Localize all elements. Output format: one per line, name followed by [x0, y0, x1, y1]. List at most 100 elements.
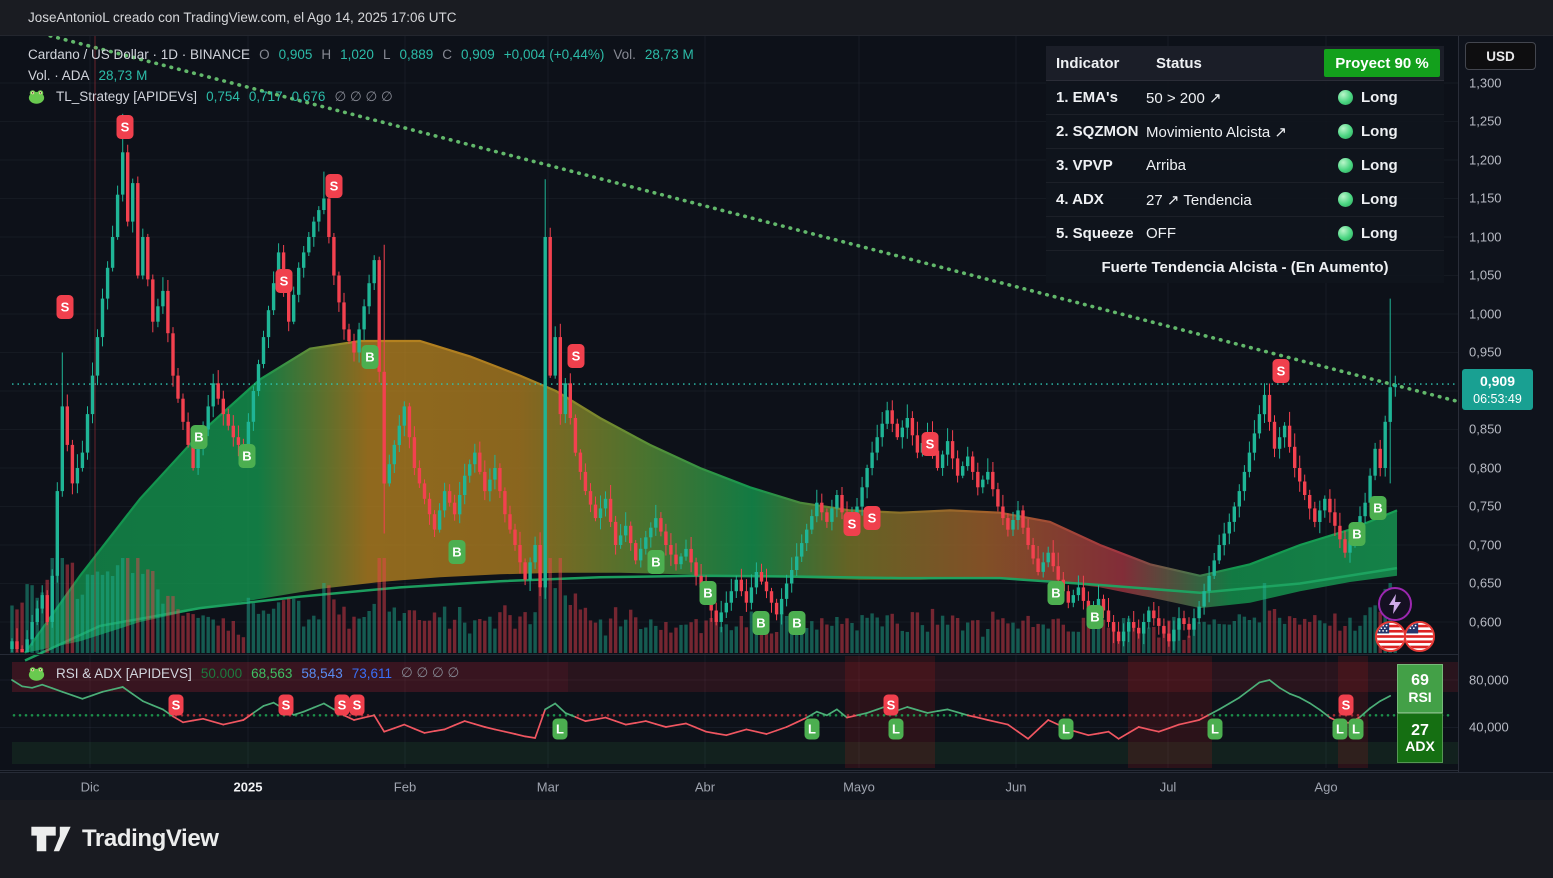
lightning-icon[interactable]: [1378, 587, 1412, 621]
legend-token: O: [259, 47, 270, 62]
indicator-signal: Long: [1324, 191, 1444, 208]
svg-text:B: B: [1051, 586, 1060, 601]
frog-icon: [28, 90, 45, 104]
signal-badge-S: S: [883, 694, 899, 716]
signal-badge-S: S: [278, 694, 294, 716]
signal-badge-B: B: [699, 581, 717, 605]
svg-text:L: L: [556, 722, 564, 737]
svg-text:B: B: [365, 350, 374, 365]
tl-strategy-legend-row: TL_Strategy [APIDEVs] 0,754 0,717 0,676 ∅ ∅ …: [28, 86, 694, 107]
price-tick: 1,000: [1469, 306, 1502, 322]
signal-light-icon: [1338, 124, 1353, 139]
indicator-row: 1. EMA's 50 > 200 ↗ Long: [1046, 81, 1444, 115]
legend-token: 1,020: [340, 47, 374, 62]
legend-token: 0,909: [461, 47, 495, 62]
indicator-signal: Long: [1324, 157, 1444, 174]
signal-badge-B: B: [752, 611, 770, 635]
time-tick: Abr: [694, 779, 716, 795]
svg-text:S: S: [572, 349, 581, 364]
signal-badge-B: B: [238, 444, 256, 468]
proyect-90-button[interactable]: Proyect 90 %: [1324, 49, 1440, 77]
svg-text:S: S: [926, 437, 935, 452]
indicator-row: 5. Squeeze OFF Long: [1046, 217, 1444, 251]
svg-text:S: S: [868, 511, 877, 526]
signal-badge-B: B: [361, 345, 379, 369]
svg-text:L: L: [1352, 722, 1360, 737]
time-axis[interactable]: Dic 2025 Feb Mar Abr Mayo Jun Jul Ago: [0, 772, 1553, 801]
price-tick: 80,000: [1469, 672, 1509, 688]
signal-badge-S: S: [116, 115, 134, 139]
price-tick: 1,300: [1469, 75, 1502, 91]
svg-text:B: B: [703, 586, 712, 601]
us-flag-icon[interactable]: [1375, 621, 1406, 652]
legend-token: Vol. · ADA: [28, 68, 90, 83]
indicator-status: 27 ↗ Tendencia: [1146, 191, 1252, 209]
svg-text:S: S: [282, 698, 291, 713]
legend-token: Cardano / US Dollar · 1D · BINANCE: [28, 47, 251, 62]
svg-text:B: B: [792, 616, 801, 631]
signal-badge-B: B: [647, 550, 665, 574]
signal-badge-L: L: [1348, 718, 1364, 740]
svg-text:B: B: [242, 449, 251, 464]
time-tick: Mar: [536, 779, 560, 795]
price-tick: 1,250: [1469, 113, 1502, 129]
time-tick: Ago: [1314, 779, 1338, 795]
svg-text:S: S: [887, 698, 896, 713]
legend-token: RSI & ADX [APIDEVS]: [56, 665, 192, 681]
legend-token: 0,889: [399, 47, 434, 62]
signal-badge-B: B: [788, 611, 806, 635]
lightning-glyph: [1389, 594, 1401, 614]
legend-token: TL_Strategy [APIDEVs]: [56, 89, 198, 104]
legend-token: 50.000: [200, 665, 243, 681]
trend-summary-text: Fuerte Tendencia Alcista - (En Aumento): [1101, 258, 1389, 276]
rsi-value-badge: 69 RSI: [1397, 664, 1443, 713]
indicator-status: Arriba: [1146, 157, 1187, 174]
time-tick: Feb: [393, 779, 417, 795]
signal-badge-S: S: [567, 344, 585, 368]
adx-value-badge: 27 ADX: [1397, 713, 1443, 763]
signal-badge-L: L: [888, 718, 904, 740]
indicator-status: Movimiento Alcista ↗: [1146, 123, 1287, 141]
svg-text:L: L: [1336, 722, 1344, 737]
svg-text:B: B: [194, 430, 203, 445]
legend-token: +0,004 (+0,44%): [503, 47, 605, 62]
signal-badge-L: L: [1207, 718, 1223, 740]
svg-text:S: S: [61, 300, 70, 315]
signal-badge-B: B: [190, 425, 208, 449]
symbol-legend[interactable]: Cardano / US Dollar · 1D · BINANCE O 0,905…: [28, 44, 694, 107]
legend-token: 0,905: [278, 47, 313, 62]
legend-token: 28,73 M: [644, 47, 694, 62]
legend-token: 0,676: [291, 89, 326, 104]
legend-token: 28,73 M: [98, 68, 148, 83]
volume-legend-row: Vol. · ADA 28,73 M: [28, 65, 694, 86]
bar-countdown: 06:53:49: [1473, 391, 1522, 406]
us-flag-icon-2[interactable]: [1404, 621, 1435, 652]
svg-text:L: L: [892, 722, 900, 737]
tradingview-logo: TradingView: [30, 822, 219, 856]
svg-text:L: L: [1062, 722, 1070, 737]
attribution-bar: JoseAntonioL creado con TradingView.com,…: [0, 0, 1553, 36]
svg-text:L: L: [808, 722, 816, 737]
signal-badge-L: L: [1332, 718, 1348, 740]
signal-badge-S: S: [843, 512, 861, 536]
legend-token: L: [382, 47, 391, 62]
signal-badge-B: B: [1047, 581, 1065, 605]
currency-toggle-button[interactable]: USD: [1465, 42, 1536, 70]
indicator-row: 3. VPVP Arriba Long: [1046, 149, 1444, 183]
price-tick: 0,700: [1469, 537, 1502, 553]
rsi-adx-legend[interactable]: RSI & ADX [APIDEVS] 50.000 68,563 58,543 73,…: [28, 665, 459, 681]
time-tick: 2025: [233, 779, 263, 795]
signal-badge-B: B: [1086, 605, 1104, 629]
signal-light-icon: [1338, 226, 1353, 241]
price-axis[interactable]: USD 1,300 1,250 1,200 1,150 1,100 1,050 1,000 0…: [1458, 36, 1553, 772]
last-price-value: 0,909: [1479, 372, 1516, 389]
svg-text:B: B: [756, 616, 765, 631]
svg-text:S: S: [172, 698, 181, 713]
frog-icon: [28, 666, 45, 681]
indicator-name: 3. VPVP: [1056, 157, 1113, 174]
signal-badge-S: S: [863, 506, 881, 530]
price-tick: 0,950: [1469, 344, 1502, 360]
us-flag-glyph-2: [1406, 623, 1433, 650]
attribution-text: JoseAntonioL creado con TradingView.com,…: [28, 10, 457, 25]
